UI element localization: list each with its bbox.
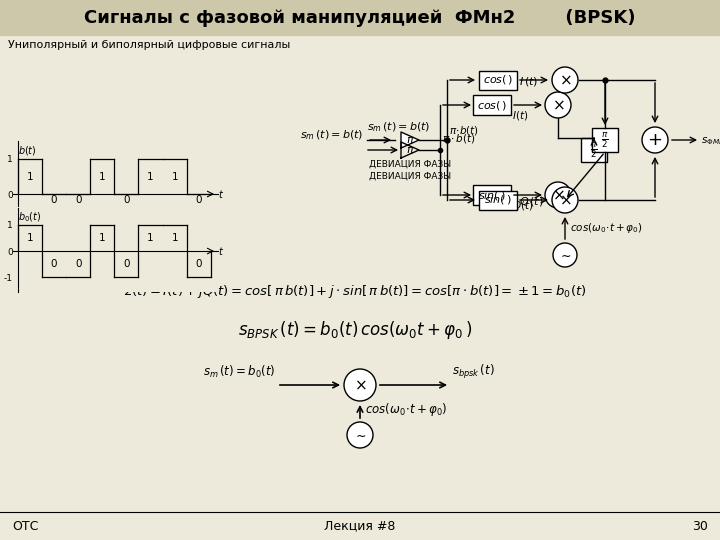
Text: 0: 0 — [196, 195, 202, 205]
Text: 0: 0 — [196, 259, 202, 269]
Text: Униполярный и биполярный цифровые сигналы: Униполярный и биполярный цифровые сигнал… — [8, 40, 290, 50]
Text: $\pi\!\cdot\!b(t)$: $\pi\!\cdot\!b(t)$ — [449, 124, 479, 137]
Text: 1: 1 — [148, 172, 154, 181]
Circle shape — [552, 187, 578, 213]
Polygon shape — [401, 132, 419, 148]
Text: $I\,(t)$: $I\,(t)$ — [519, 76, 539, 89]
Bar — [581, 138, 607, 162]
Text: $cos(\omega_0 \!\cdot\! t + \varphi_0)$: $cos(\omega_0 \!\cdot\! t + \varphi_0)$ — [365, 402, 447, 418]
Text: $sin(\,)$: $sin(\,)$ — [478, 188, 505, 201]
Polygon shape — [401, 142, 419, 158]
Text: $s_{bpsk}\,(t)$: $s_{bpsk}\,(t)$ — [452, 363, 495, 381]
Text: $\sim$: $\sim$ — [354, 429, 366, 442]
Text: $\pi \cdot b(t)$: $\pi \cdot b(t)$ — [442, 132, 475, 145]
Text: $\pi$: $\pi$ — [405, 135, 415, 145]
Text: 0: 0 — [123, 195, 130, 205]
Text: $\times$: $\times$ — [552, 98, 564, 112]
Text: $\times$: $\times$ — [552, 187, 564, 202]
Text: 0: 0 — [75, 195, 81, 205]
Text: 0: 0 — [50, 195, 58, 205]
Text: 0: 0 — [75, 259, 81, 269]
Text: 1: 1 — [27, 172, 33, 181]
Text: $s_m\,(t)=b(t)$: $s_m\,(t)=b(t)$ — [367, 120, 431, 134]
Circle shape — [642, 127, 668, 153]
Text: $s_{BPSK}\,(t) = b_0(t)\,cos(\omega_0 t + \varphi_0\,)$: $s_{BPSK}\,(t) = b_0(t)\,cos(\omega_0 t … — [238, 319, 472, 341]
Circle shape — [347, 422, 373, 448]
Text: ДЕВИАЦИЯ ФАЗЫ: ДЕВИАЦИЯ ФАЗЫ — [369, 172, 451, 181]
Text: $\sim$: $\sim$ — [558, 248, 572, 261]
Text: $Q\,(t)$: $Q\,(t)$ — [519, 195, 544, 208]
Text: 1: 1 — [171, 172, 178, 181]
Text: $t$: $t$ — [217, 245, 224, 257]
Text: $\frac{\pi}{2}$: $\frac{\pi}{2}$ — [601, 130, 609, 150]
Circle shape — [552, 67, 578, 93]
Text: $cos(\omega_0 \!\cdot\! t+\varphi_0)$: $cos(\omega_0 \!\cdot\! t+\varphi_0)$ — [570, 221, 643, 235]
Bar — [479, 191, 517, 210]
Text: $+$: $+$ — [647, 131, 662, 149]
Circle shape — [545, 182, 571, 208]
Text: $s_{\Phi Мн2}(t)$: $s_{\Phi Мн2}(t)$ — [701, 133, 720, 147]
Text: 30: 30 — [692, 519, 708, 532]
Text: 1: 1 — [99, 172, 106, 181]
Text: 1: 1 — [148, 233, 154, 243]
Text: 1: 1 — [171, 233, 178, 243]
Text: $cos(\,)$: $cos(\,)$ — [477, 98, 507, 111]
Text: $z(t) = I(t) + jQ(t) = cos[\,\pi\,b(t)] + j\cdot sin[\,\pi\,b(t)] = cos[\pi\cdot: $z(t) = I(t) + jQ(t) = cos[\,\pi\,b(t)] … — [124, 284, 586, 300]
Text: $cos(\,)$: $cos(\,)$ — [483, 73, 513, 86]
Text: $b_0(t)$: $b_0(t)$ — [18, 211, 42, 224]
Text: $\times$: $\times$ — [559, 192, 572, 207]
Text: $I(t)$: $I(t)$ — [512, 109, 528, 122]
Text: ОТС: ОТС — [12, 519, 38, 532]
Circle shape — [344, 369, 376, 401]
Bar — [592, 128, 618, 152]
Text: ДЕВИАЦИЯ ФАЗЫ: ДЕВИАЦИЯ ФАЗЫ — [369, 160, 451, 169]
Text: $sin(\,)$: $sin(\,)$ — [485, 193, 512, 206]
Bar — [355, 50, 720, 280]
Bar — [479, 71, 517, 90]
Text: 0: 0 — [50, 259, 58, 269]
Text: $s_m\,(t)=b(t)$: $s_m\,(t)=b(t)$ — [300, 129, 363, 142]
Text: $\pi$: $\pi$ — [405, 145, 415, 155]
Text: $Q(t)$: $Q(t)$ — [512, 199, 534, 212]
Text: $\times$: $\times$ — [354, 377, 366, 393]
Text: Сигналы с фазовой манипуляцией  ФМн2        (BPSK): Сигналы с фазовой манипуляцией ФМн2 (BPS… — [84, 9, 636, 27]
Text: $\times$: $\times$ — [559, 72, 572, 87]
Text: $t$: $t$ — [217, 188, 224, 200]
Bar — [0, 0, 720, 35]
Text: $\frac{\pi}{2}$: $\frac{\pi}{2}$ — [590, 140, 598, 160]
Bar — [473, 95, 511, 115]
Text: 1: 1 — [27, 233, 33, 243]
Text: 0: 0 — [123, 259, 130, 269]
Text: 1: 1 — [99, 233, 106, 243]
Text: $b(t)$: $b(t)$ — [18, 144, 37, 157]
Circle shape — [545, 92, 571, 118]
Text: $s_m\,(t)=b_0(t)$: $s_m\,(t)=b_0(t)$ — [202, 364, 275, 380]
Bar — [473, 185, 511, 205]
Circle shape — [553, 243, 577, 267]
Text: Лекция #8: Лекция #8 — [324, 519, 396, 532]
